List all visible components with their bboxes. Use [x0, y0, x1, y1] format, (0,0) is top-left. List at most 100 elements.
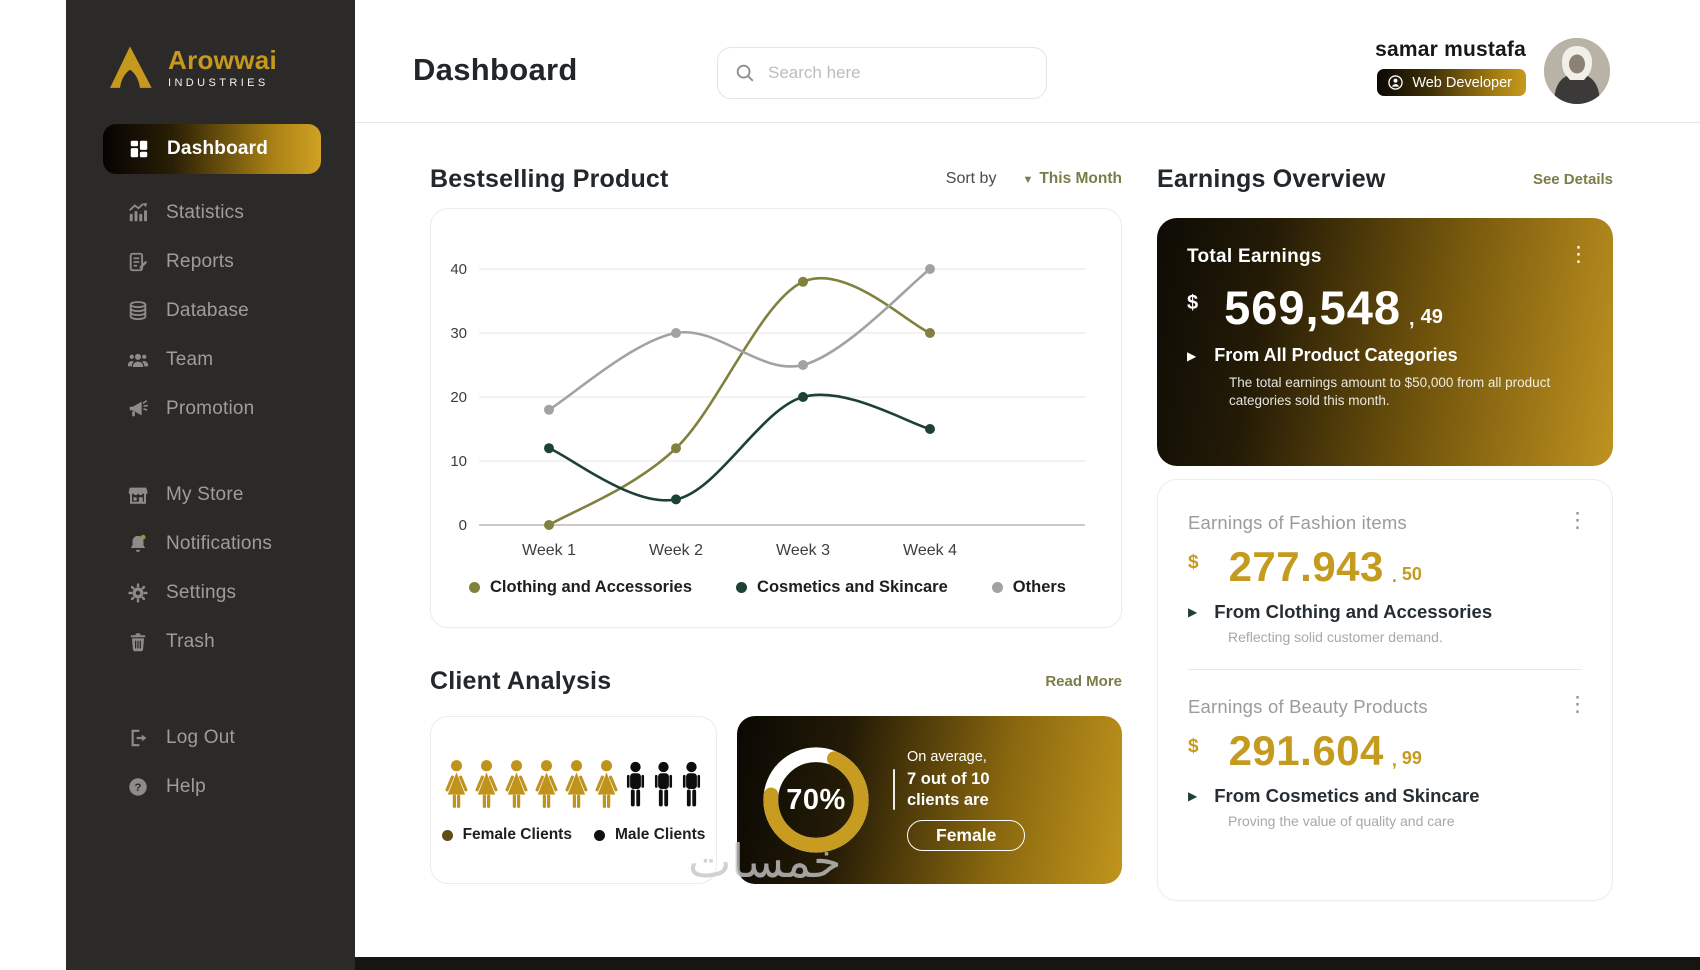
- sidebar-item-trash[interactable]: Trash: [66, 617, 355, 666]
- notifications-icon: [126, 532, 149, 555]
- topbar: Dashboard samar mustafa: [355, 0, 1700, 123]
- earnings-breakdown-card: ⋮ Earnings of Fashion items $ 277.943 . …: [1157, 479, 1613, 901]
- sort-dropdown[interactable]: ▼ This Month: [1022, 170, 1122, 187]
- sidebar-item-database[interactable]: Database: [66, 286, 355, 335]
- donut-percent-label: 70%: [786, 783, 846, 816]
- sidebar-item-label: Statistics: [166, 201, 245, 223]
- sidebar-item-label: Log Out: [166, 726, 236, 748]
- sidebar-item-label: Reports: [166, 250, 234, 272]
- database-icon: [126, 299, 149, 322]
- total-earnings-menu-icon[interactable]: ⋮: [1568, 243, 1589, 266]
- sidebar-item-notifications[interactable]: Notifications: [66, 519, 355, 568]
- beauty-earnings-desc: Proving the value of quality and care: [1228, 813, 1455, 829]
- sidebar-item-reports[interactable]: Reports: [66, 237, 355, 286]
- read-more-link[interactable]: Read More: [1045, 672, 1122, 690]
- play-icon: ▶: [1187, 348, 1197, 363]
- legend-label: Cosmetics and Skincare: [757, 578, 948, 596]
- user-block: samar mustafa Web Developer: [1375, 38, 1610, 104]
- clients-ratio-text: On average, 7 out of 10 clients are Fema…: [893, 749, 1026, 852]
- sidebar-item-label: Trash: [166, 630, 215, 652]
- see-details-link[interactable]: See Details: [1532, 170, 1613, 188]
- fashion-earnings-section: ⋮ Earnings of Fashion items $ 277.943 . …: [1188, 510, 1588, 645]
- male-legend-label: Male Clients: [614, 826, 706, 843]
- sidebar-item-label: Promotion: [166, 397, 255, 419]
- fashion-earnings-amount: $ 277.943 . 50: [1188, 543, 1422, 590]
- settings-icon: [126, 581, 149, 604]
- sidebar-item-promotion[interactable]: Promotion: [66, 384, 355, 433]
- sidebar-item-label: Dashboard: [167, 138, 269, 159]
- sidebar-item-help[interactable]: ? Help: [66, 762, 355, 811]
- female-client-icon: [532, 756, 561, 814]
- brand: Arowwai INDUSTRIES: [104, 42, 355, 94]
- main-area: Dashboard samar mustafa: [355, 0, 1700, 970]
- bestselling-title: Bestselling Product: [430, 164, 669, 193]
- sidebar-item-log-out[interactable]: Log Out: [66, 713, 355, 762]
- watermark: خمسات: [688, 834, 842, 888]
- earnings-header: Earnings Overview See Details: [1157, 158, 1613, 200]
- clients-ratio-card: 70% On average, 7 out of 10 clients are …: [737, 716, 1122, 884]
- clients-pictogram-card: Female Clients Male Clients: [430, 716, 717, 884]
- sidebar-item-dashboard[interactable]: Dashboard: [103, 124, 321, 174]
- fashion-earnings-menu-icon[interactable]: ⋮: [1567, 509, 1588, 532]
- earnings-title: Earnings Overview: [1157, 164, 1386, 193]
- svg-text:?: ?: [134, 782, 141, 794]
- sidebar-group-gap: [66, 666, 355, 713]
- total-earnings-desc: The total earnings amount to $50,000 fro…: [1229, 375, 1551, 409]
- svg-text:Week 1: Week 1: [522, 542, 576, 559]
- svg-text:Week 2: Week 2: [649, 542, 703, 559]
- page-title: Dashboard: [413, 52, 578, 87]
- total-earnings-amount: $ 569,548 , 49: [1187, 281, 1443, 334]
- store-icon: [126, 483, 149, 506]
- sidebar-item-label: Database: [166, 299, 249, 321]
- sidebar-item-team[interactable]: Team: [66, 335, 355, 384]
- beauty-earnings-menu-icon[interactable]: ⋮: [1567, 693, 1588, 716]
- fashion-earnings-source: ▶ From Clothing and Accessories: [1188, 601, 1493, 622]
- search-bar: [717, 47, 1047, 99]
- avatar[interactable]: [1544, 38, 1610, 104]
- play-icon: ▶: [1188, 605, 1198, 619]
- caret-down-icon: ▼: [1022, 174, 1034, 186]
- beauty-earnings-section: ⋮ Earnings of Beauty Products $ 291.604 …: [1188, 694, 1588, 829]
- sort-control: Sort by ▼ This Month: [946, 170, 1122, 188]
- legend-item: Clothing and Accessories: [469, 578, 692, 597]
- currency-symbol: $: [1188, 552, 1199, 573]
- help-icon: ?: [126, 775, 149, 798]
- right-column: Earnings Overview See Details ⋮ Total Ea…: [1157, 158, 1613, 901]
- reports-icon: [126, 250, 149, 273]
- sidebar-item-label: Settings: [166, 581, 237, 603]
- clients-pictogram: [442, 756, 705, 814]
- male-client-icon: [650, 756, 677, 814]
- sidebar-item-label: My Store: [166, 483, 244, 505]
- svg-text:30: 30: [450, 325, 467, 342]
- user-name: samar mustafa: [1375, 38, 1526, 61]
- bestselling-header: Bestselling Product Sort by ▼ This Month: [430, 158, 1122, 200]
- sidebar-item-statistics[interactable]: Statistics: [66, 188, 355, 237]
- note-divider: [893, 768, 895, 811]
- beauty-earnings-amount: $ 291.604 , 99: [1188, 727, 1422, 774]
- svg-text:10: 10: [450, 453, 467, 470]
- female-legend-label: Female Clients: [462, 826, 572, 843]
- female-client-icon: [502, 756, 531, 814]
- sidebar-item-my-store[interactable]: My Store: [66, 470, 355, 519]
- bestselling-chart-card: 40 30 20 10 0 Week 1 Week 2 Week 3 Week 4 Clothi…: [430, 208, 1122, 628]
- promotion-icon: [126, 397, 149, 420]
- legend-label: Clothing and Accessories: [490, 578, 693, 596]
- left-column: Bestselling Product Sort by ▼ This Month …: [430, 158, 1122, 884]
- search-input[interactable]: [768, 63, 1030, 83]
- play-icon: ▶: [1188, 789, 1198, 803]
- dashboard-icon: [127, 138, 150, 161]
- user-role-badge: Web Developer: [1377, 69, 1526, 96]
- total-earnings-card: ⋮ Total Earnings $ 569,548 , 49 ▶ From A…: [1157, 218, 1613, 466]
- bestselling-line-chart: 40 30 20 10 0 Week 1 Week 2 Week 3 Week 4: [450, 261, 1085, 559]
- brand-subtitle: INDUSTRIES: [168, 77, 269, 89]
- beauty-earnings-source: ▶ From Cosmetics and Skincare: [1188, 785, 1480, 806]
- bottom-bar: [355, 957, 1700, 970]
- sidebar-item-settings[interactable]: Settings: [66, 568, 355, 617]
- svg-text:0: 0: [459, 517, 467, 534]
- female-client-icon: [562, 756, 591, 814]
- male-client-icon: [622, 756, 649, 814]
- svg-text:Week 3: Week 3: [776, 542, 830, 559]
- sidebar-item-label: Help: [166, 775, 206, 797]
- brand-logo-icon: [110, 46, 152, 88]
